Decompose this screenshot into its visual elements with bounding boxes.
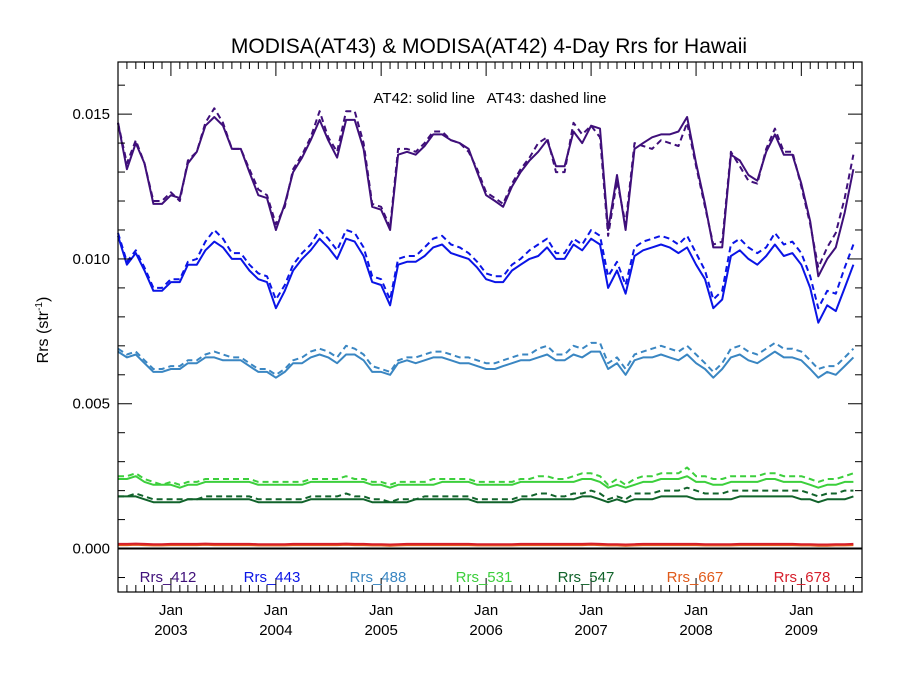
legend: Rrs_412 Rrs_443 Rrs_488 Rrs_531 Rrs_547 Rrs_6…	[140, 569, 831, 586]
x-tick-label-month: Jan	[579, 602, 603, 619]
line-style-annotation: AT42: solid line AT43: dashed line	[374, 90, 607, 107]
y-tick-label: 0.000	[72, 541, 110, 558]
series-line-rrs-443-at43	[117, 229, 855, 310]
x-tick-label-year: 2004	[259, 622, 292, 639]
x-tick-label-year: 2003	[154, 622, 187, 639]
x-tick-label-year: 2009	[785, 622, 818, 639]
legend-item-rrs-667: Rrs_667	[667, 569, 724, 586]
y-axis-label-close: )	[35, 297, 52, 302]
x-tick-label-month: Jan	[684, 602, 708, 619]
x-tick-label-year: 2005	[364, 622, 397, 639]
series-line-rrs-678-at42	[118, 542, 854, 546]
x-tick-label-year: 2007	[574, 622, 607, 639]
series-layer	[117, 107, 855, 547]
plot-frame	[117, 61, 863, 593]
chart-title: MODISA(AT43) & MODISA(AT42) 4-Day Rrs fo…	[231, 35, 747, 58]
legend-item-rrs-488: Rrs_488	[350, 569, 407, 586]
series-line-rrs-547-at43	[118, 486, 854, 504]
x-tick-label-month: Jan	[264, 602, 288, 619]
legend-item-rrs-531: Rrs_531	[456, 569, 513, 586]
series-line-rrs-412-at43	[117, 107, 855, 269]
y-axis-label-text: Rrs (str	[35, 310, 52, 363]
series-line-rrs-547-at42	[118, 495, 854, 504]
x-tick-label-month: Jan	[369, 602, 393, 619]
y-axis-label-superscript: -1	[34, 302, 45, 311]
legend-item-rrs-412: Rrs_412	[140, 569, 197, 586]
x-tick-label-month: Jan	[789, 602, 813, 619]
axes: 0.000 0.005 0.010 0.015 Jan 2003 Jan 2004 Jan 200…	[72, 61, 863, 639]
y-axis-label: Rrs (str-1)	[34, 297, 52, 364]
x-tick-label-month: Jan	[159, 602, 183, 619]
series-line-rrs-488-at42	[117, 350, 855, 379]
x-tick-label-year: 2006	[469, 622, 502, 639]
legend-item-rrs-547: Rrs_547	[558, 569, 615, 586]
x-tick-label-year: 2008	[679, 622, 712, 639]
y-tick-label: 0.015	[72, 106, 110, 123]
series-line-rrs-412-at42	[117, 116, 855, 278]
series-line-rrs-531-at43	[118, 466, 854, 486]
series-line-rrs-488-at43	[117, 341, 855, 376]
y-tick-label: 0.005	[72, 396, 110, 413]
series-line-rrs-443-at42	[117, 235, 855, 324]
x-tick-label-month: Jan	[474, 602, 498, 619]
y-tick-label: 0.010	[72, 251, 110, 268]
series-line-rrs-667-at42	[118, 543, 854, 547]
series-line-rrs-531-at42	[118, 475, 854, 489]
legend-item-rrs-678: Rrs_678	[774, 569, 831, 586]
legend-item-rrs-443: Rrs_443	[244, 569, 301, 586]
